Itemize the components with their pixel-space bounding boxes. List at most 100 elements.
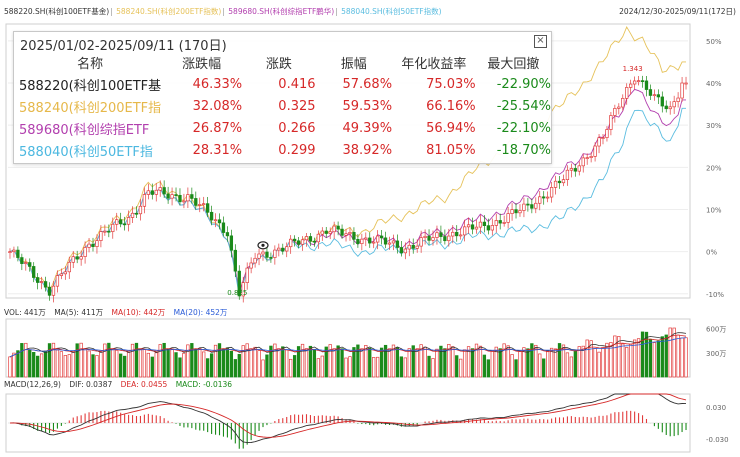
dif-label: DIF: 0.0387 (69, 380, 113, 389)
candle-body (87, 243, 91, 248)
col-header-change-pct: 涨跌幅 (182, 56, 222, 72)
candle-body (589, 156, 593, 158)
candle-body (439, 232, 443, 237)
row-annual-return: 66.16% (426, 98, 476, 114)
row-change-pct: 26.87% (192, 120, 243, 136)
candle-body (474, 226, 479, 230)
volume-bar (383, 344, 388, 378)
candle-body (55, 275, 60, 287)
volume-bar (166, 348, 170, 378)
legend-588240[interactable]: 588240.SH(科创200ETF指数) (116, 7, 222, 16)
volume-chart[interactable]: 600万 300万 (0, 317, 740, 379)
volume-bar (360, 348, 364, 378)
candle-body (636, 80, 641, 82)
macd-label: MACD(12,26,9) (4, 380, 61, 389)
macd-chart[interactable]: 0.030 -0.030 (0, 390, 740, 456)
volume-bar (530, 343, 534, 378)
candle-body (122, 223, 127, 226)
top-legend: 588220.SH(科创100ETF基金)| 588240.SH(科创200ET… (4, 6, 443, 17)
candle-body (427, 235, 431, 241)
close-icon[interactable]: × (534, 35, 547, 48)
volume-bar (32, 352, 36, 378)
row-change: 0.325 (278, 98, 316, 114)
row-amplitude: 38.92% (342, 142, 393, 158)
volume-bar (95, 355, 99, 378)
volume-bar (565, 352, 570, 378)
volume-bar (435, 348, 439, 378)
volume-bar (391, 344, 396, 378)
candle-body (12, 249, 16, 252)
candle-body (379, 235, 384, 239)
volume-bar (447, 343, 451, 378)
candle-body (660, 96, 664, 107)
table-row[interactable]: 588040(科创50ETF指 28.31% 0.299 38.92% 81.0… (14, 139, 551, 161)
volume-bar (498, 348, 502, 378)
candle-body (569, 168, 574, 171)
table-row[interactable]: 588220(科创100ETF基 46.33% 0.416 57.68% 75.… (14, 73, 551, 95)
volume-bar (526, 348, 530, 378)
interval-stats-panel[interactable]: 2025/01/02-2025/09/11 (170日) × 名称 涨跌幅 涨跌… (13, 31, 552, 164)
volume-ma-line-20 (9, 337, 687, 358)
volume-bar (277, 348, 281, 378)
volume-bar (39, 353, 44, 378)
volume-bar (585, 339, 589, 378)
volume-bar (419, 344, 423, 378)
candle-body (593, 145, 597, 157)
volume-bar (636, 338, 641, 378)
candle-body (680, 82, 684, 99)
price-chart[interactable]: 50% 40% 30% 20% 10% 0% -10% 1.343 0.825 (0, 18, 740, 306)
candle-body (182, 200, 186, 203)
volume-bar (241, 345, 245, 378)
volume-bar (229, 350, 234, 378)
candle-body (194, 198, 198, 206)
volume-bar (138, 348, 143, 378)
volume-bar (269, 345, 273, 378)
candle-body (498, 220, 502, 224)
candle-body (225, 232, 230, 237)
volume-bar (617, 336, 621, 378)
candle-body (431, 237, 435, 241)
series-line-3 (9, 107, 686, 297)
candle-body (289, 238, 293, 248)
candle-body (241, 282, 245, 297)
volume-bar (320, 355, 324, 378)
candle-body (684, 82, 688, 85)
volume-bar (206, 358, 210, 378)
legend-588220[interactable]: 588220.SH(科创100ETF基金) (4, 7, 110, 16)
candle-body (75, 256, 79, 260)
candle-body (538, 196, 542, 204)
candle-body (419, 237, 423, 247)
volume-bar (660, 336, 664, 378)
candle-body (174, 194, 178, 196)
candle-body (59, 273, 64, 276)
macd-value-label: MACD: -0.0136 (175, 380, 233, 389)
volume-bar (312, 348, 317, 378)
volume-bar (253, 346, 257, 378)
volume-bar (328, 344, 332, 378)
row-change: 0.416 (278, 76, 316, 92)
candle-body (249, 262, 253, 269)
volume-bar (126, 351, 131, 378)
candle-body (324, 230, 328, 234)
macd-legend: MACD(12,26,9) DIF: 0.0387 DEA: 0.0455 MA… (4, 380, 238, 389)
volume-bar (680, 337, 684, 378)
candle-body (621, 97, 625, 108)
table-row[interactable]: 588240(科创200ETF指 32.08% 0.325 59.53% 66.… (14, 95, 551, 117)
legend-589680[interactable]: 589680.SH(科创综指ETF鹏华) (228, 7, 335, 16)
candle-body (83, 247, 87, 257)
candle-body (265, 251, 269, 258)
table-row[interactable]: 589680(科创综指ETF 26.87% 0.266 49.39% 56.94… (14, 117, 551, 139)
candle-body (107, 230, 111, 233)
volume-bar (107, 342, 111, 378)
candle-body (407, 244, 411, 250)
volume-bar (217, 343, 222, 378)
vol-label: VOL: 441万 (4, 308, 46, 317)
volume-bar (376, 356, 380, 378)
volume-bar (265, 354, 269, 378)
legend-588040[interactable]: 588040.SH(科创50ETF指数) (341, 7, 442, 16)
volume-bar (352, 347, 356, 378)
volume-bar (202, 351, 206, 378)
candle-body (138, 205, 143, 215)
candle-body (668, 106, 672, 110)
dif-line (9, 393, 687, 444)
